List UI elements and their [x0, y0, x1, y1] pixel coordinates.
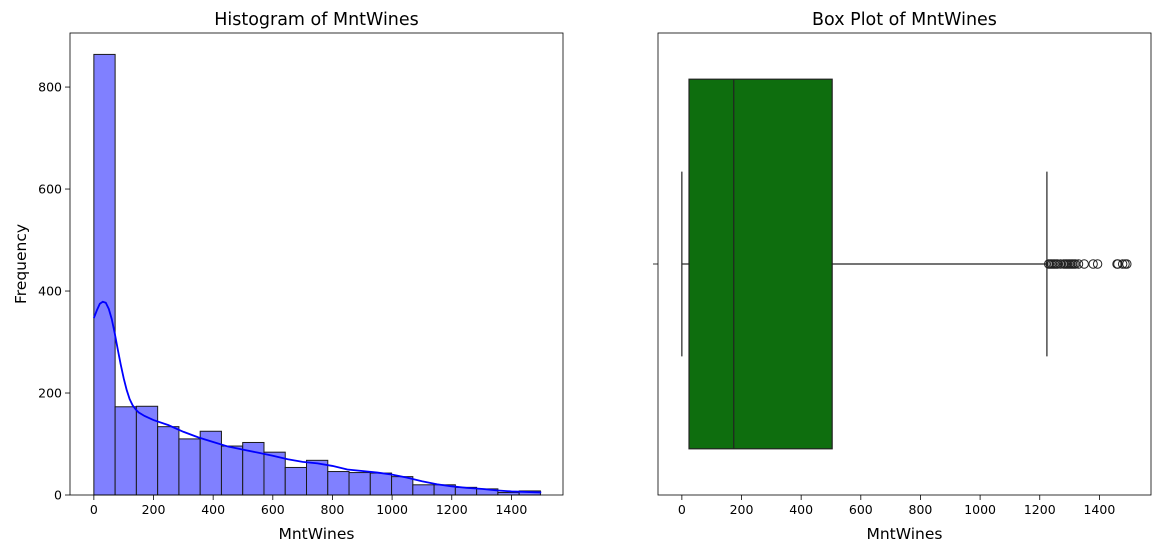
histogram-bar: [306, 459, 329, 496]
box-x-tick-label: 400: [789, 502, 813, 517]
outlier-point: [1113, 259, 1123, 269]
histogram-panel: 0 200 400 600 800 1000 1200 1400 0200400600800 …: [12, 10, 564, 543]
histogram-bar: [178, 438, 201, 496]
histogram-bars: [93, 53, 541, 496]
outlier-point: [1055, 259, 1066, 269]
outlier-point: [1079, 259, 1089, 269]
histogram-x-tick-label: 200: [142, 502, 166, 517]
histogram-y-label: Frequency: [12, 224, 30, 304]
iqr-box: [688, 78, 833, 450]
histogram-x-label: MntWines: [278, 525, 354, 543]
histogram-bar: [284, 466, 308, 496]
box-plot-x-label: MntWines: [866, 525, 942, 543]
box-plot-panel: 0 200 400 600 800 1000 1200 1400 Box Plot of Mn…: [653, 10, 1152, 543]
outlier-point: [1117, 259, 1128, 269]
histogram-y-tick-label: 600: [38, 182, 62, 197]
box-x-tick-label: 200: [730, 502, 754, 517]
histogram-bar: [327, 471, 350, 496]
histogram-x-tick-label: 400: [201, 502, 225, 517]
histogram-bar: [114, 406, 137, 496]
box-x-tick-label: 1400: [1083, 502, 1115, 517]
box-elements: [681, 78, 1132, 450]
histogram-x-tick-label: 800: [321, 502, 345, 517]
histogram-x-tick-label: 600: [261, 502, 285, 517]
histogram-bar: [348, 472, 371, 496]
histogram-y-tick-label: 400: [38, 284, 62, 299]
histogram-bar: [391, 476, 414, 496]
histogram-bar: [93, 53, 116, 496]
histogram-y-tick-label: 800: [38, 80, 62, 95]
histogram-frame: [69, 32, 564, 496]
box-x-tick-label: 800: [909, 502, 933, 517]
outlier-point: [1073, 259, 1084, 269]
histogram-y-tick-label: 200: [38, 386, 62, 401]
histogram-y-ticks: 0 200 400 600 800: [38, 80, 70, 503]
histogram-x-tick-label: 1000: [376, 502, 408, 517]
histogram-y-tick-label: 0: [54, 488, 62, 503]
histogram-x-ticks: 0 200 400 600 800 1000 1200 1400: [90, 495, 527, 517]
histogram-bar: [157, 426, 180, 496]
box-x-tick-label: 1200: [1024, 502, 1056, 517]
box-plot-title: Box Plot of MntWines: [812, 10, 997, 30]
outlier-point: [1088, 259, 1098, 269]
kde-line: [93, 300, 542, 494]
box-x-tick-label: 1000: [964, 502, 996, 517]
outlier-point: [1122, 259, 1132, 269]
histogram-x-tick-label: 1200: [436, 502, 468, 517]
box-x-tick-label: 0: [678, 502, 686, 517]
box-x-ticks: 0 200 400 600 800 1000 1200 1400: [678, 495, 1115, 517]
histogram-x-tick-label: 0: [90, 502, 98, 517]
histogram-title: Histogram of MntWines: [214, 10, 419, 30]
histogram-x-tick-label: 1400: [495, 502, 527, 517]
histogram-bar: [220, 445, 244, 496]
box-x-tick-label: 600: [849, 502, 873, 517]
histogram-bar: [369, 472, 393, 496]
outlier-point: [1092, 259, 1103, 269]
histogram-bar: [412, 484, 435, 496]
outlier-point: [1052, 259, 1063, 269]
